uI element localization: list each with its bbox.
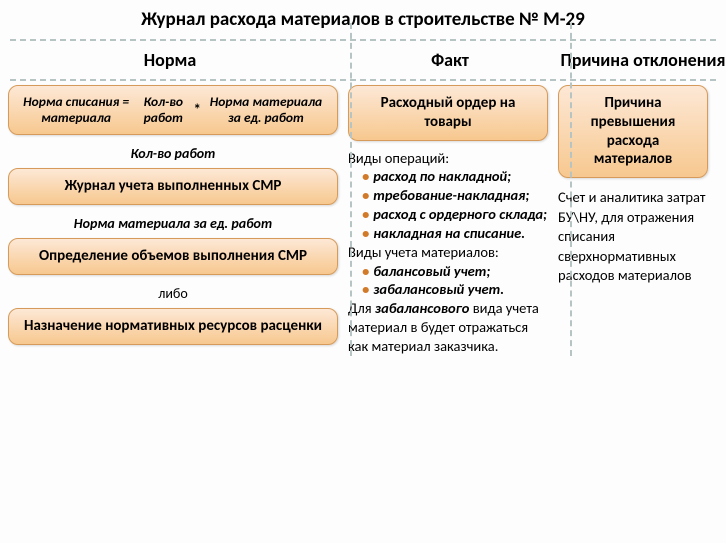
box-normative-resources: Назначение нормативных ресурсов расценки xyxy=(8,308,338,345)
ops-list: расход по накладной; требование-накладна… xyxy=(348,167,548,242)
box-cause: Причина превышения расхода материалов xyxy=(558,85,708,178)
formula-mid: Кол-во работ xyxy=(137,94,189,126)
cause-text: Счет и аналитика затрат БУ\НУ, для отраж… xyxy=(558,188,708,286)
divider-top xyxy=(10,39,716,41)
kinds-list: балансовый учет; забалансовый учет. xyxy=(348,262,548,300)
column-headers: Норма Факт Причина отклонения xyxy=(0,43,726,77)
op-item: накладная на списание. xyxy=(362,224,548,243)
formula-left: Норма списания = материала xyxy=(19,94,133,126)
op-item: расход по накладной; xyxy=(362,167,548,186)
page-title: Журнал расхода материалов в строительств… xyxy=(0,0,726,37)
kind-item: балансовый учет; xyxy=(362,262,548,281)
divider-v2 xyxy=(570,23,572,356)
kinds-lead: Виды учета материалов: xyxy=(348,243,548,262)
divider-v1 xyxy=(350,23,352,356)
header-fact: Факт xyxy=(340,49,560,71)
formula-right: Норма материала за ед. работ xyxy=(205,94,327,126)
tail-pre: Для xyxy=(348,299,375,317)
header-norma: Норма xyxy=(0,49,340,71)
kind-item: забалансовый учет. xyxy=(362,280,548,299)
columns: Норма списания = материала Кол-во работ … xyxy=(0,83,726,356)
header-cause: Причина отклонения xyxy=(560,49,726,71)
tail-text: Для забалансового вида учета материал в … xyxy=(348,299,548,356)
fact-body: Виды операций: расход по накладной; треб… xyxy=(348,149,548,356)
box-volume-smr: Определение объемов выполнения СМР xyxy=(8,238,338,275)
col-fact: Расходный ордер на товары Виды операций:… xyxy=(338,85,548,356)
label-libo: либо xyxy=(8,285,338,302)
op-item: расход с ордерного склада; xyxy=(362,205,548,224)
divider-mid xyxy=(10,79,716,81)
ops-lead: Виды операций: xyxy=(348,149,548,168)
formula-box: Норма списания = материала Кол-во работ … xyxy=(8,85,338,135)
col-norma: Норма списания = материала Кол-во работ … xyxy=(8,85,338,356)
box-expense-order: Расходный ордер на товары xyxy=(348,85,548,141)
box-journal-smr: Журнал учета выполненных СМР xyxy=(8,168,338,205)
op-item: требование-накладная; xyxy=(362,186,548,205)
label-kolvo: Кол-во работ xyxy=(8,145,338,162)
label-norma-mat: Норма материала за ед. работ xyxy=(8,215,338,232)
formula-op: * xyxy=(193,101,200,119)
col-cause: Причина превышения расхода материалов Сч… xyxy=(548,85,708,356)
tail-em: забалансового xyxy=(375,299,470,317)
